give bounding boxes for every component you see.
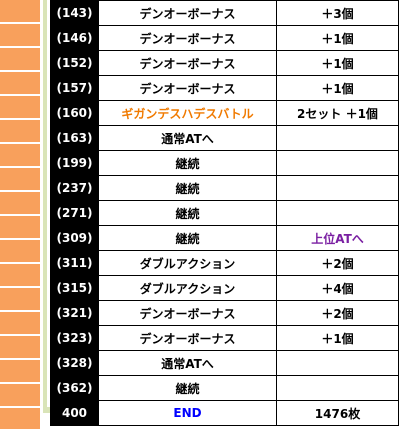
event-cell: 継続 bbox=[98, 175, 277, 201]
game-count-cell: (315) bbox=[50, 275, 99, 301]
result-cell: ＋3個 bbox=[276, 0, 399, 26]
game-count-cell: (362) bbox=[50, 375, 99, 401]
table-row: (199) 継続 bbox=[50, 150, 399, 176]
game-count-cell: (311) bbox=[50, 250, 99, 276]
table-row: (271) 継続 bbox=[50, 200, 399, 226]
event-cell: 通常ATへ bbox=[98, 125, 277, 151]
event-cell: デンオーボーナス bbox=[98, 75, 277, 101]
game-count-cell: 400 bbox=[50, 400, 99, 426]
table-row: (152) デンオーボーナス ＋1個 bbox=[50, 50, 399, 76]
table-row: (321) デンオーボーナス ＋2個 bbox=[50, 300, 399, 326]
table-row: (362) 継続 bbox=[50, 375, 399, 401]
table-row: (309) 継続 上位ATへ bbox=[50, 225, 399, 251]
result-cell bbox=[276, 125, 399, 151]
game-count-cell: (309) bbox=[50, 225, 99, 251]
result-cell: 上位ATへ bbox=[276, 225, 399, 251]
result-cell: ＋1個 bbox=[276, 50, 399, 76]
result-cell: 1476枚 bbox=[276, 400, 399, 426]
event-cell: デンオーボーナス bbox=[98, 325, 277, 351]
game-count-cell: (160) bbox=[50, 100, 99, 126]
event-cell: デンオーボーナス bbox=[98, 25, 277, 51]
table-row: (143) デンオーボーナス ＋3個 bbox=[50, 0, 399, 26]
table-row: (160) ギガンデスハデスバトル 2セット ＋1個 bbox=[50, 100, 399, 126]
game-count-cell: (323) bbox=[50, 325, 99, 351]
table-row: (157) デンオーボーナス ＋1個 bbox=[50, 75, 399, 101]
game-count-cell: (146) bbox=[50, 25, 99, 51]
result-cell: ＋4個 bbox=[276, 275, 399, 301]
table-row: (237) 継続 bbox=[50, 175, 399, 201]
game-count-cell: (152) bbox=[50, 50, 99, 76]
left-orange-bar bbox=[0, 0, 40, 432]
table-row: (328) 通常ATへ bbox=[50, 350, 399, 376]
game-count-cell: (143) bbox=[50, 0, 99, 26]
timeline-connector bbox=[40, 0, 55, 417]
game-count-cell: (321) bbox=[50, 300, 99, 326]
game-count-cell: (199) bbox=[50, 150, 99, 176]
result-cell: 2セット ＋1個 bbox=[276, 100, 399, 126]
event-cell: ダブルアクション bbox=[98, 275, 277, 301]
event-cell: ギガンデスハデスバトル bbox=[98, 100, 277, 126]
game-count-cell: (157) bbox=[50, 75, 99, 101]
result-cell: ＋1個 bbox=[276, 325, 399, 351]
event-cell: 通常ATへ bbox=[98, 350, 277, 376]
table-row: (315) ダブルアクション ＋4個 bbox=[50, 275, 399, 301]
result-cell bbox=[276, 175, 399, 201]
game-count-cell: (237) bbox=[50, 175, 99, 201]
event-cell: ダブルアクション bbox=[98, 250, 277, 276]
result-cell: ＋2個 bbox=[276, 300, 399, 326]
event-cell: 継続 bbox=[98, 225, 277, 251]
event-cell: デンオーボーナス bbox=[98, 300, 277, 326]
result-cell bbox=[276, 150, 399, 176]
event-cell: デンオーボーナス bbox=[98, 0, 277, 26]
table-row: (163) 通常ATへ bbox=[50, 125, 399, 151]
event-cell: 継続 bbox=[98, 375, 277, 401]
result-cell bbox=[276, 200, 399, 226]
event-cell: デンオーボーナス bbox=[98, 50, 277, 76]
result-cell bbox=[276, 375, 399, 401]
table-row: (146) デンオーボーナス ＋1個 bbox=[50, 25, 399, 51]
table-row: (311) ダブルアクション ＋2個 bbox=[50, 250, 399, 276]
event-cell: 継続 bbox=[98, 150, 277, 176]
game-count-cell: (163) bbox=[50, 125, 99, 151]
game-history-table: (143) デンオーボーナス ＋3個 (146) デンオーボーナス ＋1個 (1… bbox=[50, 0, 399, 426]
result-cell: ＋1個 bbox=[276, 25, 399, 51]
game-count-cell: (328) bbox=[50, 350, 99, 376]
table-row-final: 400 END 1476枚 bbox=[50, 400, 399, 426]
game-count-cell: (271) bbox=[50, 200, 99, 226]
result-cell: ＋2個 bbox=[276, 250, 399, 276]
table-row: (323) デンオーボーナス ＋1個 bbox=[50, 325, 399, 351]
event-cell: 継続 bbox=[98, 200, 277, 226]
event-cell: END bbox=[98, 400, 277, 426]
result-cell bbox=[276, 350, 399, 376]
result-cell: ＋1個 bbox=[276, 75, 399, 101]
